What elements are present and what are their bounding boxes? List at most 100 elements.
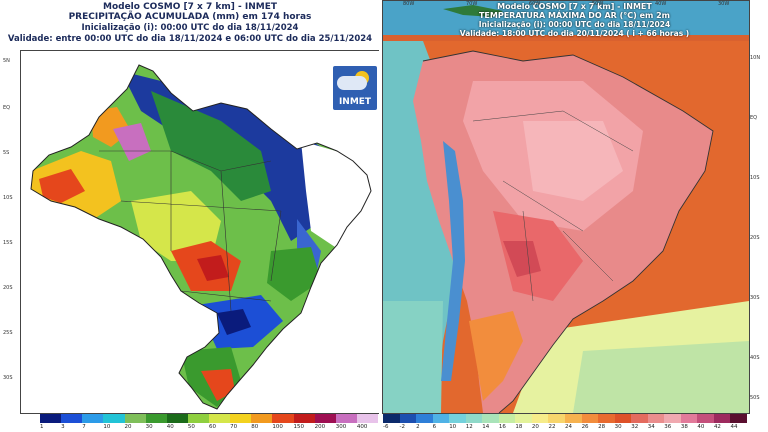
colorbar-swatch	[449, 414, 466, 423]
inmet-logo: INMET	[333, 66, 377, 110]
lat-label: 10S	[750, 175, 760, 181]
colorbar-swatch	[61, 414, 83, 423]
temperature-map[interactable]	[382, 0, 750, 414]
colorbar-label: 14	[482, 424, 490, 430]
brazil-precip-svg	[30, 64, 372, 410]
temp-colorbar-labels: -6 -2 2 6 10 12 14 16 18 20 22 24 26 28 30 32 34 36 38 40 42…	[383, 424, 747, 430]
lat-label: 50S	[750, 395, 760, 401]
colorbar-label: 40	[166, 424, 174, 430]
colorbar-swatch	[680, 414, 698, 423]
lat-label: 25S	[3, 330, 13, 336]
colorbar-swatch	[598, 414, 615, 423]
model-title: Modelo COSMO [7 x 7 km] - INMET	[497, 2, 652, 11]
colorbar-label: 34	[647, 424, 655, 430]
colorbar-swatch	[40, 414, 62, 423]
temperature-panel: Modelo COSMO [7 x 7 km] - INMET TEMPERAT…	[381, 0, 768, 432]
colorbar-label: 3	[61, 424, 65, 430]
lat-label: EQ	[750, 115, 758, 121]
lat-label: 5N	[3, 58, 10, 64]
colorbar-swatch	[730, 414, 748, 423]
lon-label: 70W	[466, 1, 478, 7]
colorbar-label: 150	[293, 424, 305, 430]
colorbar-swatch	[103, 414, 125, 423]
colorbar-swatch	[314, 414, 336, 423]
colorbar-label: 30	[614, 424, 622, 430]
colorbar-swatch	[631, 414, 648, 423]
colorbar-label: 1	[40, 424, 44, 430]
colorbar-swatch	[124, 414, 146, 423]
lat-label: 30S	[3, 375, 13, 381]
lat-label: 10S	[3, 195, 13, 201]
colorbar-swatch	[251, 414, 273, 423]
colorbar-label: 20	[124, 424, 132, 430]
colorbar-swatch	[187, 414, 209, 423]
precipitation-map[interactable]	[20, 50, 380, 414]
colorbar-swatch	[230, 414, 252, 423]
init-time: Inicialização (i): 00:00 UTC do dia 18/1…	[478, 20, 671, 29]
colorbar-label: 26	[581, 424, 589, 430]
map-title: TEMPERATURA MÁXIMA DO AR (°C) em 2m	[478, 11, 671, 20]
colorbar-swatch	[515, 414, 532, 423]
lat-label: 15S	[3, 240, 13, 246]
validity-period: Validade: entre 00:00 UTC do dia 18/11/2…	[7, 34, 373, 44]
colorbar-swatch	[664, 414, 681, 423]
colorbar-swatch	[293, 414, 315, 423]
colorbar-label: 18	[515, 424, 523, 430]
colorbar-swatch	[498, 414, 516, 423]
validity-time: Validade: 18:00 UTC do dia 20/11/2024 ( …	[459, 29, 690, 38]
colorbar-label: 6	[432, 424, 437, 430]
colorbar-swatch	[647, 414, 665, 423]
lat-label: 20S	[750, 235, 760, 241]
colorbar-label: 32	[631, 424, 639, 430]
lat-label: 5S	[3, 150, 10, 156]
panel-divider	[379, 0, 381, 432]
temp-colorbar	[383, 414, 748, 423]
colorbar-label: 20	[531, 424, 539, 430]
colorbar-label: 12	[465, 424, 473, 430]
model-title: Modelo COSMO [7 x 7 km] - INMET	[102, 2, 277, 12]
colorbar-label: 24	[565, 424, 573, 430]
map-title: PRECIPITAÇÃO ACUMULADA (mm) em 174 horas	[68, 12, 312, 22]
colorbar-label: -2	[399, 424, 406, 430]
lat-label: 20S	[3, 285, 13, 291]
colorbar-swatch	[548, 414, 566, 423]
colorbar-label: 42	[713, 424, 721, 430]
colorbar-swatch	[697, 414, 714, 423]
colorbar-swatch	[399, 414, 417, 423]
colorbar-swatch	[209, 414, 231, 423]
colorbar-label: 80	[251, 424, 259, 430]
colorbar-label: 10	[103, 424, 111, 430]
cloud-icon	[337, 76, 367, 90]
colorbar-label: 7	[82, 424, 86, 430]
colorbar-label: 40	[697, 424, 705, 430]
colorbar-swatch	[465, 414, 483, 423]
lon-label: 60W	[529, 1, 541, 7]
lon-label: 80W	[403, 1, 415, 7]
colorbar-label: 28	[598, 424, 606, 430]
lat-label: EQ	[3, 105, 11, 111]
colorbar-swatch	[432, 414, 450, 423]
colorbar-label: 70	[230, 424, 238, 430]
colorbar-swatch	[416, 414, 433, 423]
colorbar-swatch	[356, 414, 378, 423]
lat-label: 10N	[750, 55, 761, 61]
colorbar-label: 36	[664, 424, 672, 430]
colorbar-label: 38	[680, 424, 688, 430]
colorbar-swatch	[335, 414, 357, 423]
colorbar-swatch	[565, 414, 582, 423]
colorbar-swatch	[482, 414, 499, 423]
colorbar-swatch	[383, 414, 400, 423]
lat-label: 30S	[750, 295, 760, 301]
colorbar-label: 16	[498, 424, 506, 430]
colorbar-label: 22	[548, 424, 556, 430]
init-time: Inicialização (i): 00:00 UTC do dia 18/1…	[81, 23, 299, 33]
colorbar-swatch	[581, 414, 599, 423]
logo-text: INMET	[338, 97, 372, 107]
colorbar-swatch	[713, 414, 731, 423]
south-america-temp-svg	[383, 1, 749, 413]
precip-colorbar	[40, 414, 378, 423]
colorbar-label: 10	[449, 424, 457, 430]
colorbar-label: -6	[383, 424, 389, 430]
colorbar-swatch	[614, 414, 632, 423]
colorbar-label: 44	[730, 424, 738, 430]
